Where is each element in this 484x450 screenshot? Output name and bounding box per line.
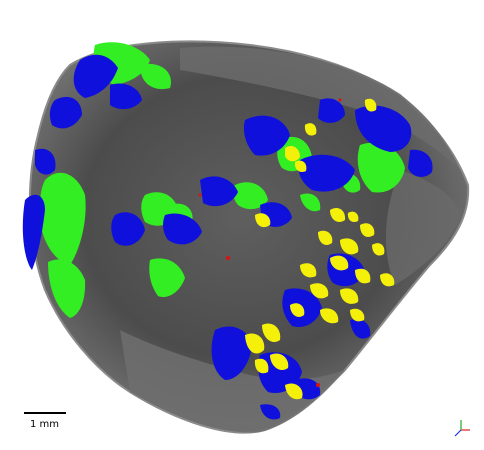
axes-gizmo bbox=[454, 420, 470, 437]
rock-right-face bbox=[385, 170, 462, 285]
yellow-phase-regions bbox=[245, 98, 395, 400]
rock-bottom-face bbox=[120, 330, 345, 433]
blue-phase-regions bbox=[22, 54, 433, 420]
red-phase-specks bbox=[198, 98, 342, 387]
scale-bar-label: 1 mm bbox=[30, 419, 60, 430]
scale-bar-line bbox=[24, 412, 66, 414]
rock-upper-ridge bbox=[180, 46, 460, 170]
